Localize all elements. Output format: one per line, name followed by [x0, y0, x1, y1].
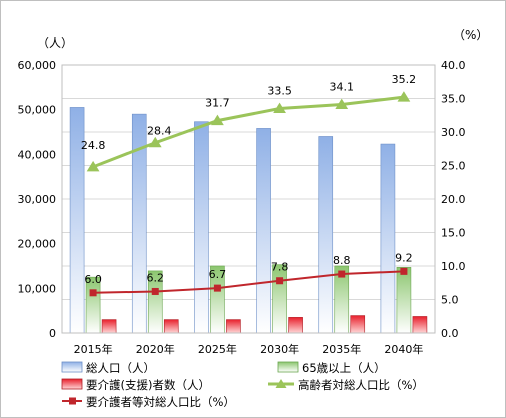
line-marker [213, 284, 221, 292]
right-axis-tick: 30.0 [441, 126, 466, 139]
bar [272, 264, 287, 334]
right-axis-tick: 0.0 [441, 327, 459, 340]
line-marker [276, 277, 284, 285]
data-label: 33.5 [267, 85, 292, 98]
data-label: 35.2 [392, 73, 417, 86]
data-label: 24.8 [81, 139, 106, 152]
right-axis-tick: 40.0 [441, 59, 466, 72]
legend-swatch [61, 378, 83, 390]
data-labels: 24.8 28.4 31.7 33.5 34.1 35.2 6.0 6.2 6.7 7.8 8.8 9… [81, 73, 416, 286]
left-axis-tick: 20,000 [18, 238, 57, 251]
data-label: 8.8 [333, 254, 351, 267]
bar [396, 267, 412, 334]
line-marker [338, 270, 346, 278]
left-axis-tick: 50,000 [18, 104, 57, 117]
left-axis-tick: 40,000 [18, 148, 57, 161]
right-axis-unit: （%） [453, 28, 488, 42]
legend-label: 総人口（人） [86, 361, 155, 375]
category-label: 2035年 [322, 342, 361, 356]
bar [350, 315, 366, 334]
data-label: 6.7 [209, 268, 227, 281]
bar [412, 316, 428, 334]
gridlines [62, 64, 435, 300]
line-marker [151, 287, 159, 295]
data-label: 9.2 [395, 251, 413, 264]
legend-swatch [61, 361, 83, 373]
legend-marker [275, 379, 287, 388]
right-axis-tick: 10.0 [441, 260, 466, 273]
category-label: 2015年 [74, 342, 113, 356]
left-axis-tick: 30,000 [18, 193, 57, 206]
right-axis-tick: 35.0 [441, 93, 466, 106]
bar [288, 317, 303, 334]
legend-label: 要介護(支援)者数（人） [86, 378, 210, 392]
legend: 総人口（人） 65歳以上（人） 要介護(支援)者数（人） 高齢者対総人口比（%） 要介護… [61, 361, 424, 409]
legend-label: 高齢者対総人口比（%） [298, 378, 424, 392]
line-marker [86, 160, 100, 172]
line-marker [211, 114, 224, 126]
left-axis-unit: （人） [37, 36, 73, 50]
plot-area [61, 64, 436, 334]
category-label: 2030年 [260, 342, 299, 356]
data-label: 6.0 [84, 273, 102, 286]
line-marker [89, 289, 97, 297]
series-line [93, 270, 404, 294]
left-axis-tick: 60,000 [18, 59, 57, 72]
axes: 0.0 5.0 10.0 15.0 20.0 25.0 30.0 35.0 40.0 0 10,00… [18, 28, 489, 356]
line-marker [148, 136, 162, 148]
data-label: 34.1 [330, 81, 355, 94]
data-label: 7.8 [271, 261, 289, 274]
right-axis-tick: 5.0 [441, 294, 459, 307]
line-marker [273, 102, 286, 114]
left-axis-tick: 10,000 [18, 282, 57, 295]
bar [194, 121, 209, 334]
legend-label: 要介護者等対総人口比（%） [86, 395, 235, 409]
category-label: 2025年 [198, 342, 237, 356]
data-label: 31.7 [205, 97, 230, 110]
series-line [92, 95, 405, 169]
legend-marker [69, 397, 76, 405]
right-axis-tick: 15.0 [441, 227, 466, 240]
bar [380, 143, 396, 334]
right-axis-tick: 25.0 [441, 160, 466, 173]
bar [226, 319, 241, 334]
legend-swatch [277, 361, 299, 373]
category-label: 2020年 [136, 342, 175, 356]
legend-label: 65歳以上（人） [302, 361, 386, 375]
line-marker [400, 267, 408, 275]
data-label: 6.2 [147, 271, 165, 284]
bar [101, 319, 117, 334]
category-label: 2040年 [384, 342, 423, 356]
lines [86, 91, 411, 297]
right-axis-tick: 20.0 [441, 193, 466, 206]
line-marker [335, 98, 349, 110]
line-marker [397, 91, 411, 102]
left-axis-tick: 0 [49, 327, 56, 340]
bar [318, 136, 334, 334]
bar [256, 128, 271, 334]
data-label: 28.4 [147, 125, 172, 138]
bar [163, 319, 179, 334]
